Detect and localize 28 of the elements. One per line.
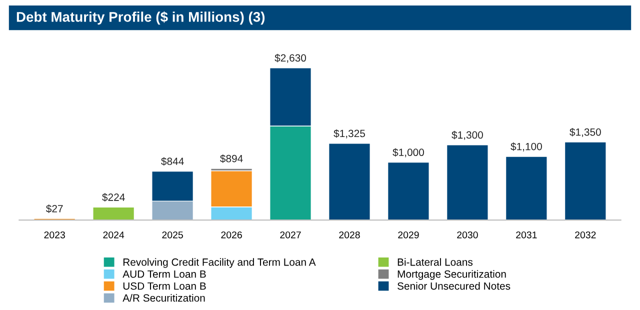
annotation: $1,300 — [452, 130, 483, 140]
x-tick-label: 2026 — [221, 231, 242, 238]
x-tick-label: 2027 — [280, 231, 301, 238]
annotation: $1,350 — [570, 128, 601, 138]
chart-title: Debt Maturity Profile ($ in Millions) (3) — [16, 11, 265, 25]
x-tick-label: 2029 — [398, 231, 419, 238]
x-tick-label: 2025 — [162, 231, 183, 238]
annotation: $1,000 — [392, 148, 424, 158]
annotation: $894 — [220, 154, 243, 163]
legend-label: Bi-Lateral Loans — [398, 258, 473, 266]
annotation: $844 — [161, 157, 184, 166]
x-tick-label: 2030 — [457, 231, 478, 238]
x-tick-label: 2028 — [339, 231, 360, 238]
legend-label: Mortgage Securitization — [398, 270, 506, 280]
legend-label: AUD Term Loan B — [122, 270, 206, 278]
legend-label: USD Term Loan B — [123, 282, 206, 290]
legend-label: A/R Securitization — [122, 294, 205, 302]
annotation: $27 — [46, 204, 63, 213]
x-tick-label: 2031 — [516, 231, 537, 238]
annotation: $1,325 — [334, 129, 365, 138]
annotation: $2,630 — [274, 54, 306, 63]
annotation: $224 — [102, 193, 125, 202]
x-tick-label: 2023 — [44, 231, 65, 238]
x-tick-label: 2024 — [103, 231, 124, 238]
x-tick-label: 2032 — [575, 231, 596, 238]
legend-label: Revolving Credit Facility and Term Loan A — [123, 258, 316, 268]
annotation: $1,100 — [510, 142, 542, 152]
legend-label: Senior Unsecured Notes — [398, 282, 510, 290]
